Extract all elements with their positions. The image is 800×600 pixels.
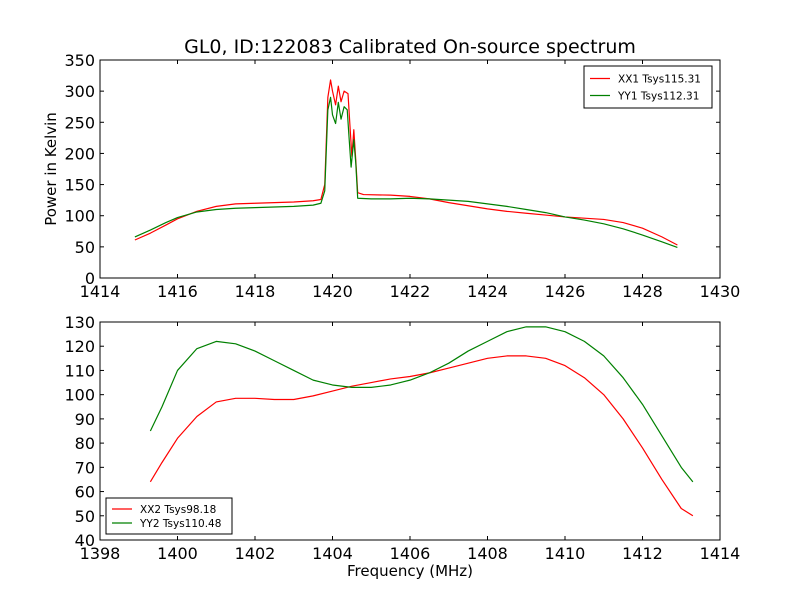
x-tick-label: 1404 bbox=[312, 544, 353, 563]
y-tick-label: 50 bbox=[75, 507, 95, 526]
x-tick-label: 1406 bbox=[390, 544, 431, 563]
y-tick-label: 60 bbox=[75, 483, 95, 502]
series-line-1 bbox=[149, 355, 694, 517]
y-tick-label: 90 bbox=[75, 410, 95, 429]
legend-label: XX2 Tsys98.18 bbox=[140, 504, 216, 516]
y-tick-label: 250 bbox=[64, 113, 95, 132]
legend-box bbox=[583, 65, 713, 109]
y-tick-label: 350 bbox=[64, 51, 95, 70]
y-tick-label: 70 bbox=[75, 458, 95, 477]
series-line-2 bbox=[149, 326, 694, 483]
x-tick-label: 1412 bbox=[622, 544, 663, 563]
y-tick-label: 200 bbox=[64, 144, 95, 163]
series-layer bbox=[149, 326, 694, 517]
legend-label: XX1 Tsys115.31 bbox=[618, 74, 701, 86]
y-tick-label: 300 bbox=[64, 82, 95, 101]
x-tick-label: 1430 bbox=[700, 282, 741, 301]
x-tick-label: 1400 bbox=[157, 544, 198, 563]
x-tick-label: 1420 bbox=[312, 282, 353, 301]
x-tick-label: 1414 bbox=[700, 544, 741, 563]
x-tick-label: 1424 bbox=[467, 282, 508, 301]
series-line-1 bbox=[134, 79, 678, 246]
x-tick-label: 1414 bbox=[80, 282, 121, 301]
y-tick-label: 120 bbox=[64, 337, 95, 356]
legend-label: YY2 Tsys110.48 bbox=[139, 518, 221, 530]
y-tick-label: 100 bbox=[64, 207, 95, 226]
y-tick-label: 50 bbox=[75, 238, 95, 257]
legend: XX2 Tsys98.18 YY2 Tsys110.48 bbox=[105, 497, 233, 535]
x-tick-label: 1408 bbox=[467, 544, 508, 563]
x-tick-label: 1428 bbox=[622, 282, 663, 301]
legend-box bbox=[105, 497, 233, 535]
x-tick-label: 1418 bbox=[235, 282, 276, 301]
x-tick-label: 1410 bbox=[545, 544, 586, 563]
y-tick-label: 110 bbox=[64, 361, 95, 380]
x-tick-label: 1402 bbox=[235, 544, 276, 563]
chart-title: GL0, ID:122083 Calibrated On-source spec… bbox=[184, 36, 636, 58]
plot-frame bbox=[99, 59, 721, 279]
plot-frame bbox=[99, 321, 721, 541]
y-tick-label: 0 bbox=[85, 269, 95, 288]
bottom-spectrum-chart: Frequency (MHz) 1398 1400 1402 1404 1406 1408… bbox=[64, 313, 740, 580]
series-line-2 bbox=[134, 96, 678, 249]
y-tick-label: 150 bbox=[64, 176, 95, 195]
y-axis-label: Power in Kelvin bbox=[42, 112, 60, 226]
y-tick-label: 80 bbox=[75, 434, 95, 453]
ticks-layer: 1414 1416 1418 1420 1422 1424 1426 1428 1430 0 50 1… bbox=[64, 51, 740, 301]
y-tick-label: 130 bbox=[64, 313, 95, 332]
x-axis-label: Frequency (MHz) bbox=[347, 562, 473, 580]
x-tick-label: 1416 bbox=[157, 282, 198, 301]
top-spectrum-chart: GL0, ID:122083 Calibrated On-source spec… bbox=[42, 36, 740, 301]
legend-label: YY1 Tsys112.31 bbox=[617, 91, 699, 103]
y-tick-label: 40 bbox=[75, 531, 95, 550]
legend: XX1 Tsys115.31 YY1 Tsys112.31 bbox=[583, 65, 713, 109]
y-tick-label: 100 bbox=[64, 386, 95, 405]
series-layer bbox=[134, 79, 678, 249]
x-tick-label: 1422 bbox=[390, 282, 431, 301]
x-tick-label: 1398 bbox=[80, 544, 121, 563]
ticks-layer: 1398 1400 1402 1404 1406 1408 1410 1412 1414 40 50… bbox=[64, 313, 740, 563]
x-tick-label: 1426 bbox=[545, 282, 586, 301]
